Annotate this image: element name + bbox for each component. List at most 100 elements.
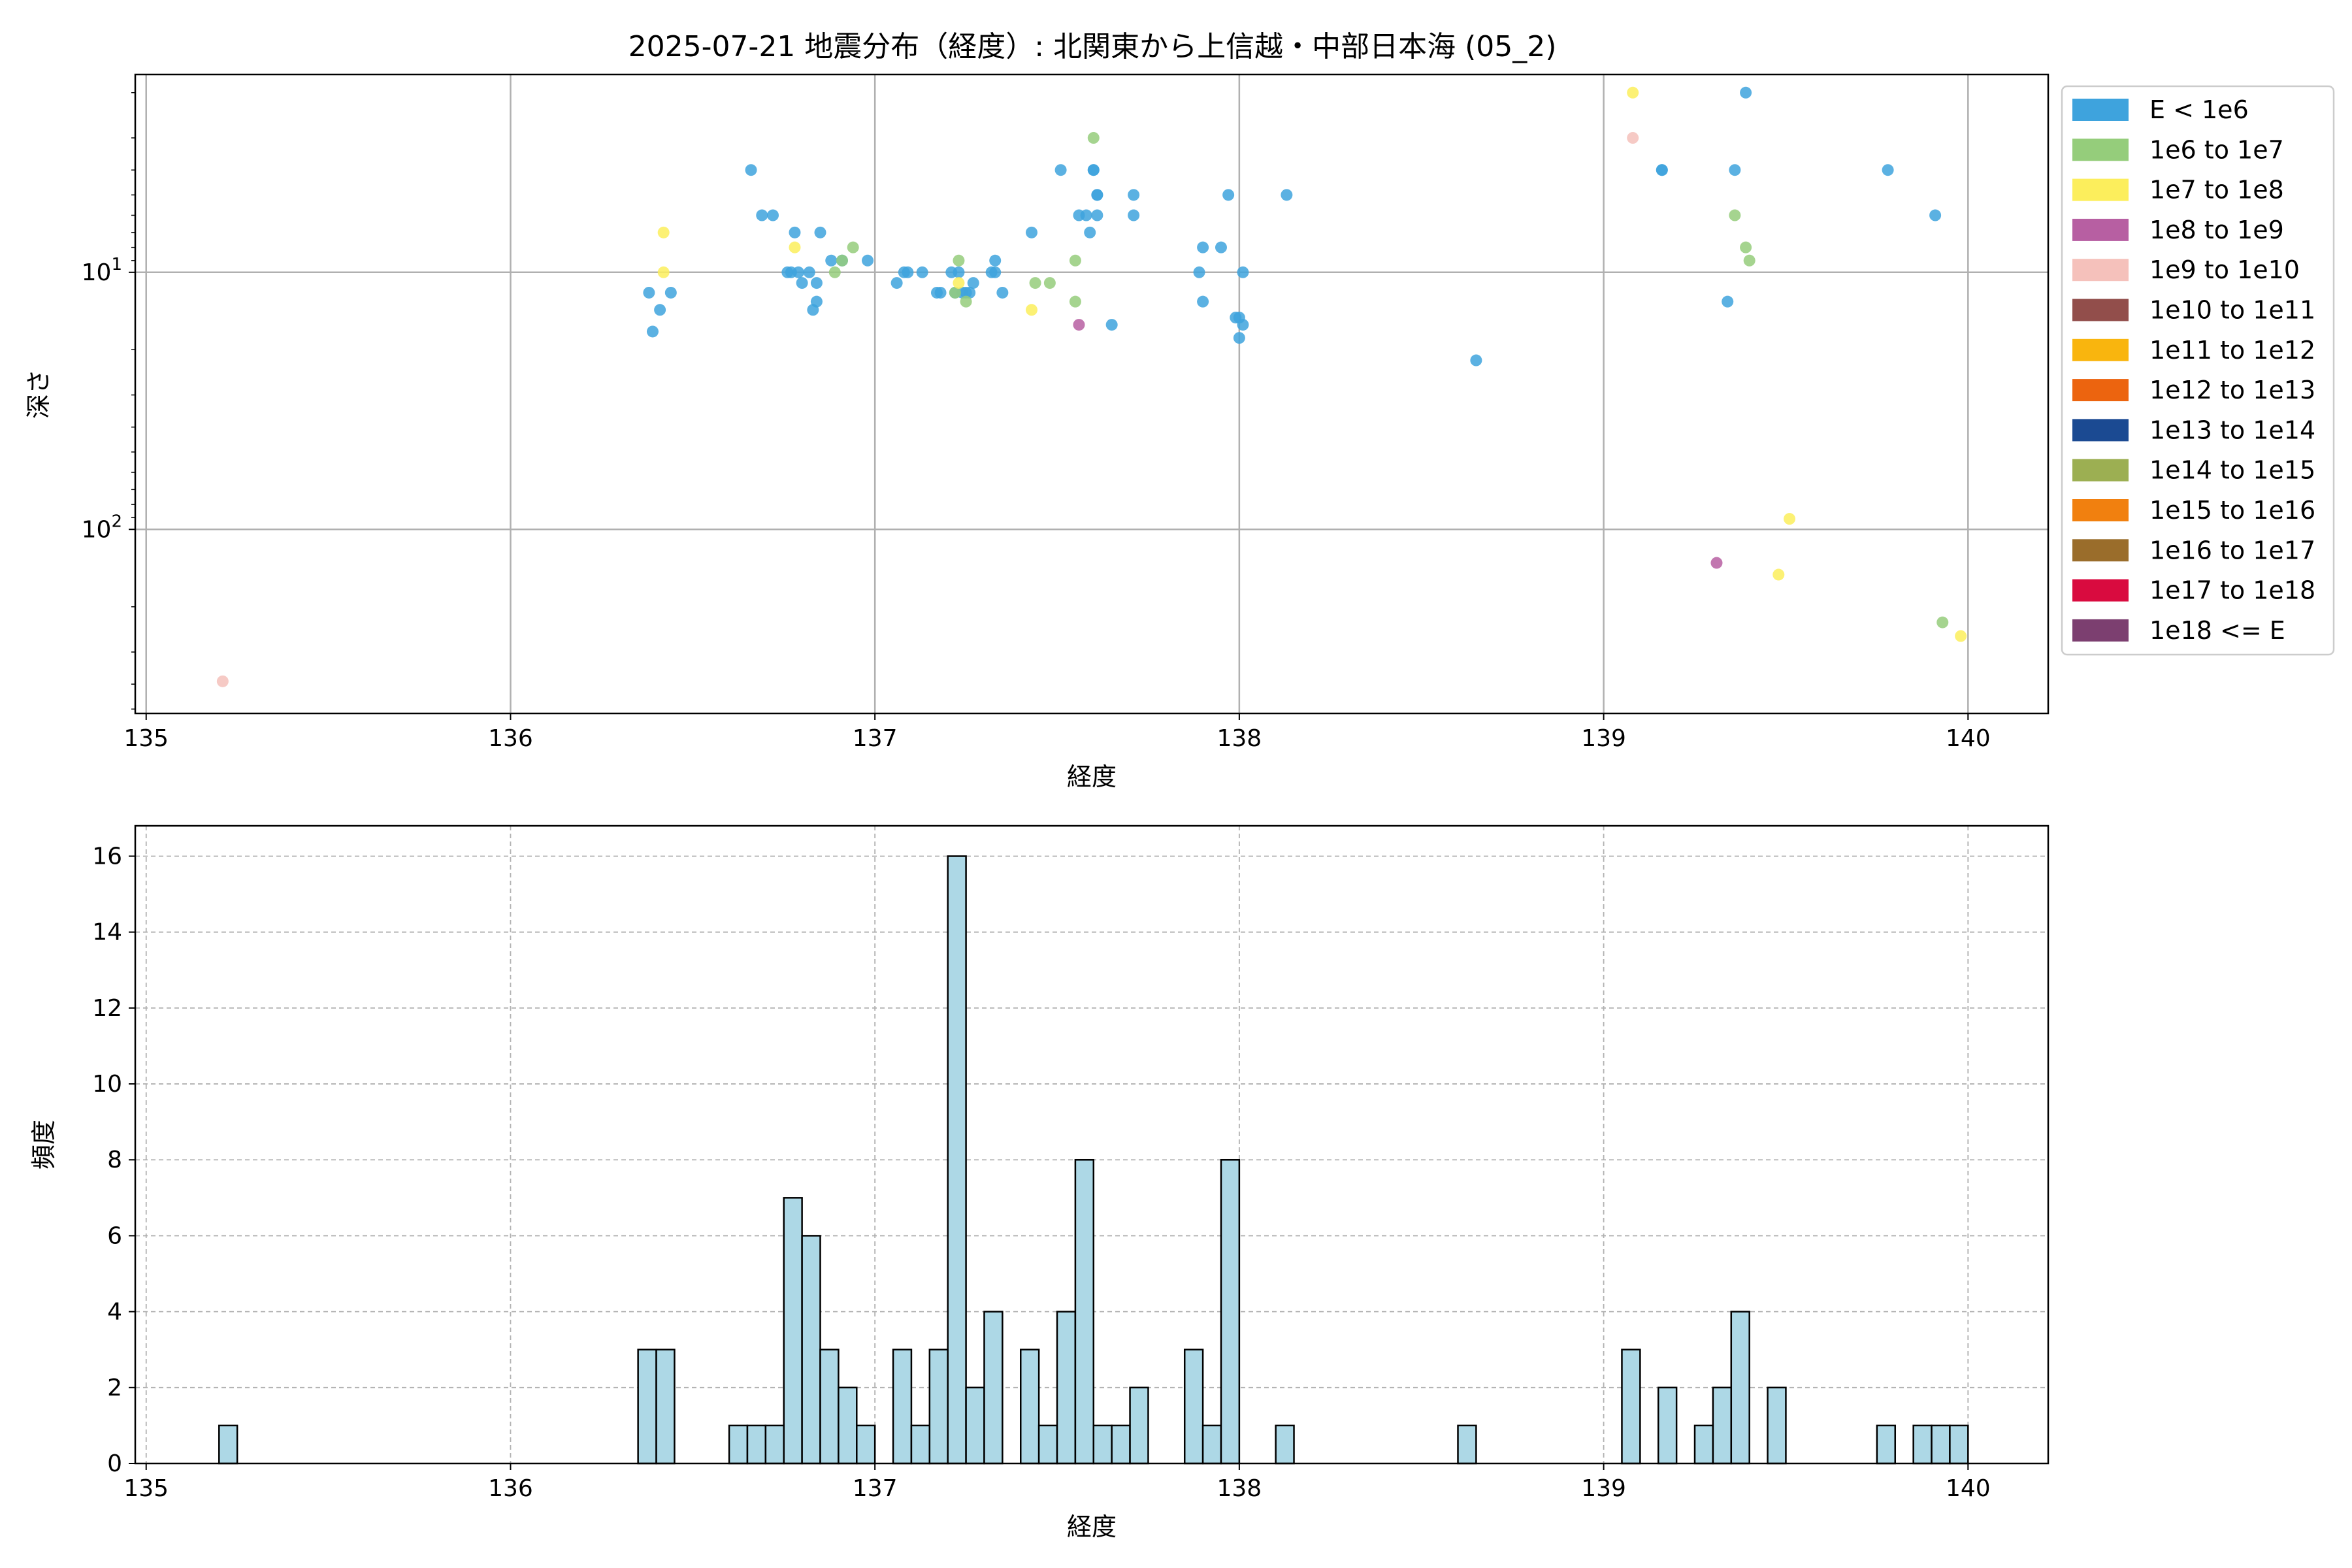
scatter-panel: 135 136 137 138 139 140 101 102 経度 深さ (24, 73, 2050, 791)
histogram-bars (218, 855, 1969, 1465)
scatter-point (1470, 354, 1482, 367)
scatter-point (960, 295, 972, 308)
legend-label: 1e6 to 1e7 (2149, 135, 2284, 164)
histogram-bar (1767, 1386, 1787, 1465)
scatter-point (967, 277, 979, 289)
scatter-point (756, 209, 768, 221)
legend-label: 1e7 to 1e8 (2149, 176, 2284, 204)
histogram-bar (1876, 1424, 1897, 1465)
scatter-point (1743, 254, 1756, 267)
histogram-bar (1712, 1386, 1733, 1465)
scatter-x-tick-label: 140 (1946, 725, 1991, 752)
scatter-point (989, 266, 1002, 278)
histogram-axes-frame (134, 825, 2050, 1465)
histogram-bar (655, 1348, 676, 1465)
histogram-bar (928, 1348, 949, 1465)
legend-swatch (2072, 419, 2129, 442)
histogram-x-tick-label: 136 (488, 1475, 533, 1502)
histogram-y-tick-label: 16 (92, 843, 122, 870)
scatter-point (1656, 164, 1668, 176)
histogram-bar (1275, 1424, 1295, 1465)
histogram-y-tick-label: 14 (92, 919, 122, 946)
legend: E < 1e6 1e6 to 1e7 1e7 to 1e8 1e8 to 1e9 1e9… (2061, 85, 2335, 656)
scatter-point (1197, 241, 1209, 253)
scatter-point (916, 266, 928, 278)
scatter-x-axis-label: 経度 (1067, 762, 1117, 791)
histogram-x-tick-label: 138 (1217, 1475, 1262, 1502)
histogram-bar (1019, 1348, 1040, 1465)
scatter-point (964, 286, 976, 299)
histogram-x-tick-label: 140 (1946, 1475, 1991, 1502)
scatter-point (1029, 277, 1041, 289)
scatter-y-tick-label: 102 (82, 512, 122, 543)
scatter-point (836, 254, 848, 267)
scatter-point (1073, 319, 1085, 331)
histogram-bar (1092, 1424, 1113, 1465)
legend-label: 1e8 to 1e9 (2149, 216, 2284, 244)
legend-label: 1e10 to 1e11 (2149, 296, 2315, 325)
scatter-y-tick-label: 101 (82, 255, 122, 286)
scatter-point (1043, 277, 1056, 289)
scatter-point (1222, 189, 1235, 201)
histogram-bar (728, 1424, 749, 1465)
scatter-point (1087, 164, 1100, 176)
scatter-point (643, 286, 655, 299)
histogram-bar (1621, 1348, 1641, 1465)
scatter-point (1105, 319, 1118, 331)
scatter-y-axis-label: 深さ (24, 369, 53, 419)
legend-swatch (2072, 299, 2129, 321)
histogram-bar (1074, 1158, 1095, 1465)
histogram-bar (218, 1424, 238, 1465)
histogram-bar (983, 1311, 1004, 1465)
legend-label: 1e11 to 1e12 (2149, 336, 2315, 365)
scatter-point (1627, 132, 1639, 144)
scatter-point (1740, 86, 1752, 99)
histogram-bar (892, 1348, 913, 1465)
scatter-point (1197, 295, 1209, 308)
scatter-point (1193, 266, 1205, 278)
legend-label: 1e15 to 1e16 (2149, 496, 2315, 525)
scatter-point (1237, 266, 1249, 278)
scatter-point (953, 277, 965, 289)
legend-swatch (2072, 139, 2129, 161)
histogram-x-tick-label: 135 (123, 1475, 169, 1502)
histogram-bar (1220, 1158, 1241, 1465)
scatter-x-tick-label: 137 (853, 725, 898, 752)
scatter-point (953, 266, 965, 278)
histogram-bar (1037, 1424, 1058, 1465)
histogram-bar (1730, 1311, 1750, 1465)
scatter-point (1710, 557, 1723, 569)
scatter-point (745, 164, 757, 176)
scatter-point (1084, 226, 1096, 238)
scatter-point (814, 226, 826, 238)
scatter-point (1069, 295, 1081, 308)
histogram-bar (783, 1197, 803, 1465)
scatter-point (789, 241, 801, 253)
legend-box (2061, 85, 2335, 656)
histogram-y-tick-label: 6 (107, 1222, 122, 1249)
scatter-point (657, 226, 670, 238)
legend-swatch (2072, 338, 2129, 361)
scatter-point (1025, 304, 1037, 316)
histogram-y-tick-label: 2 (107, 1375, 122, 1401)
legend-label: 1e12 to 1e13 (2149, 376, 2315, 404)
scatter-point (1069, 254, 1081, 267)
scatter-point (810, 295, 823, 308)
legend-swatch (2072, 619, 2129, 642)
scatter-gridlines (135, 74, 2048, 713)
scatter-point (1729, 209, 1741, 221)
scatter-point (1054, 164, 1067, 176)
histogram-bar (637, 1348, 657, 1465)
scatter-point (1772, 568, 1785, 581)
scatter-point (989, 254, 1002, 267)
scatter-point (1128, 189, 1140, 201)
legend-label: 1e17 to 1e18 (2149, 576, 2315, 605)
legend-swatch (2072, 499, 2129, 521)
histogram-bar (1657, 1386, 1678, 1465)
scatter-point (1080, 209, 1092, 221)
histogram-bar (801, 1235, 821, 1465)
figure-title: 2025-07-21 地震分布（経度）: 北関東から上信越・中部日本海 (05_… (629, 30, 1557, 63)
scatter-point (1722, 295, 1734, 308)
histogram-bar (838, 1386, 858, 1465)
legend-swatch (2072, 459, 2129, 482)
